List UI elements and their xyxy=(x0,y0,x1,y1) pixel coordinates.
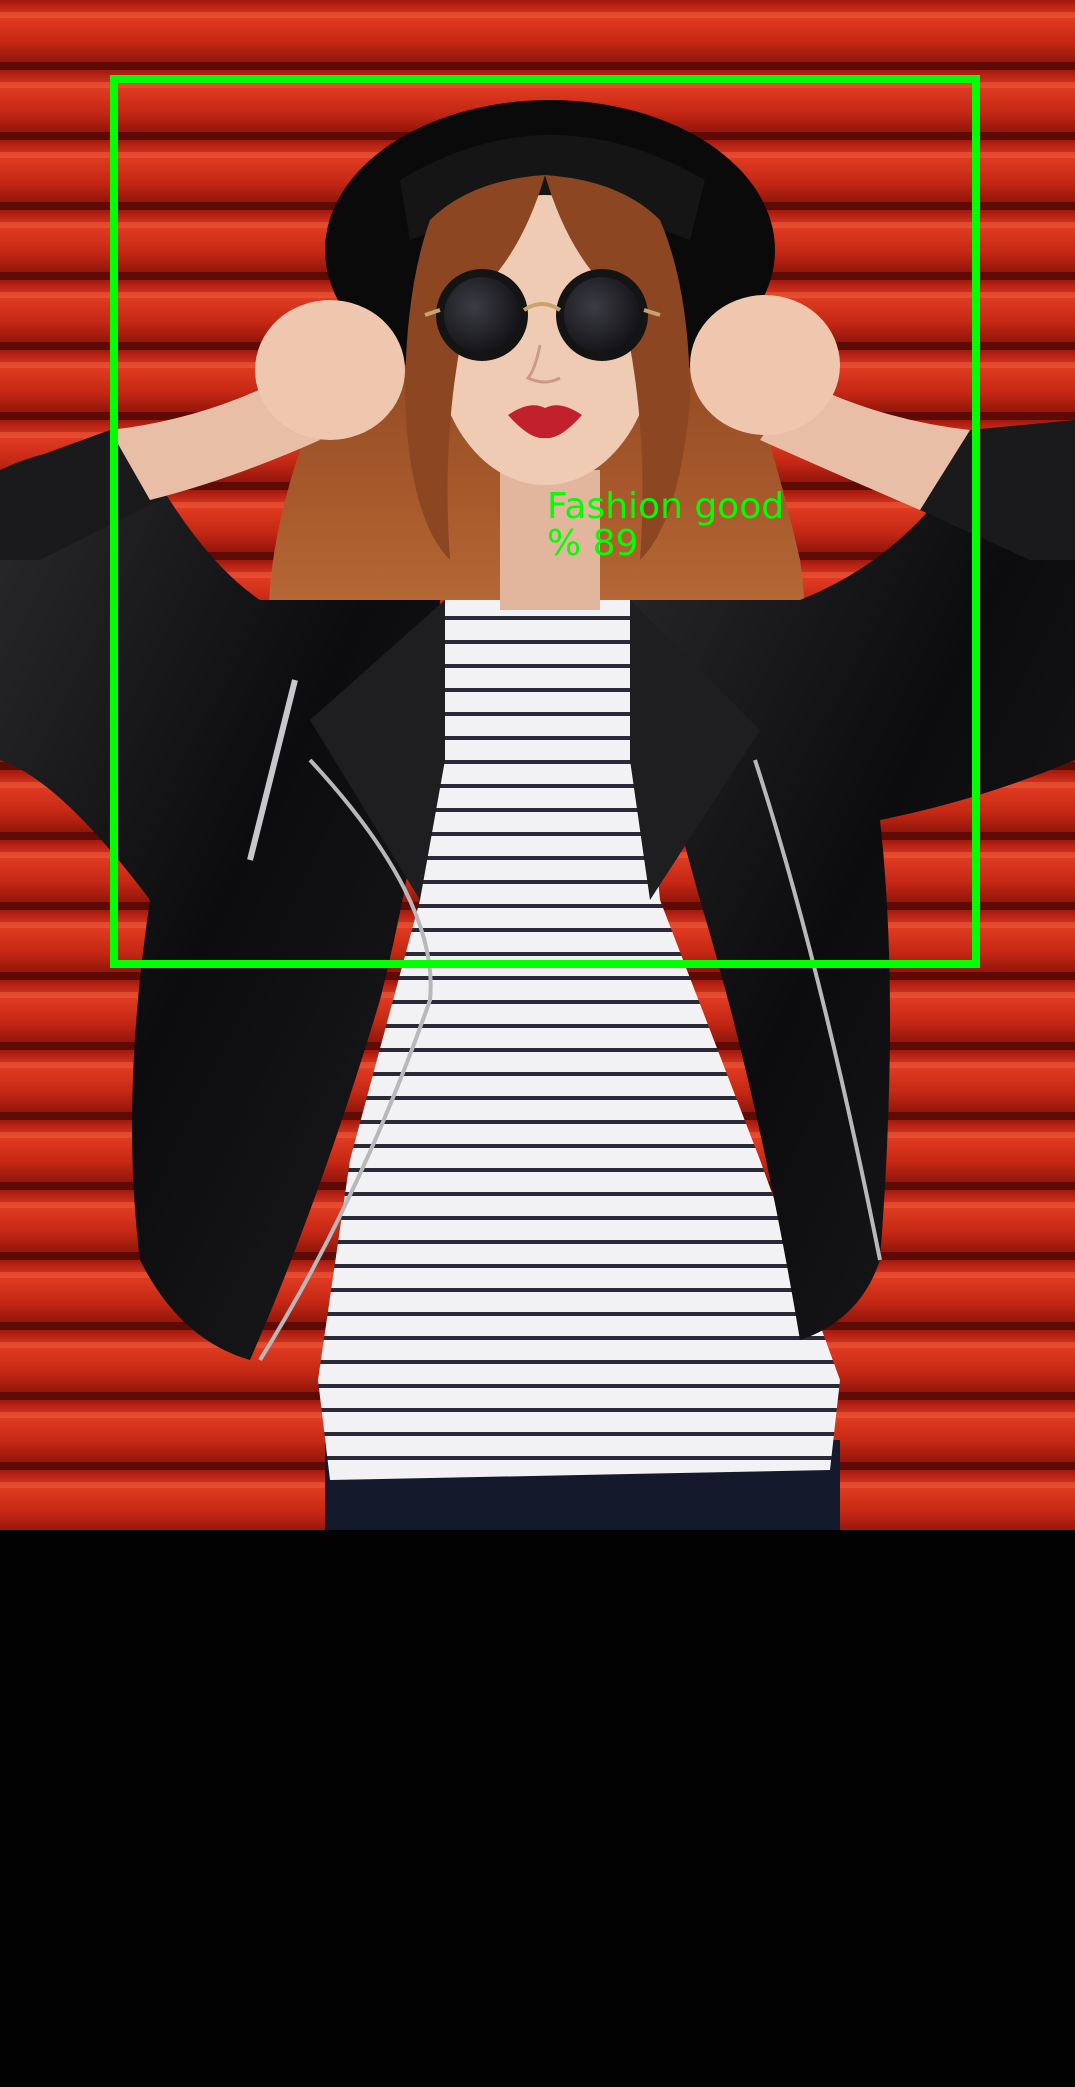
lips xyxy=(508,405,582,439)
detection-bounding-box xyxy=(110,75,980,968)
leather-jacket-right xyxy=(630,420,1075,1340)
bottom-panel xyxy=(0,1530,1075,2087)
sunglasses-right-lens xyxy=(556,269,648,361)
detection-label: Fashion good % 89 xyxy=(547,488,784,562)
right-hand xyxy=(690,295,840,435)
detection-confidence: % 89 xyxy=(547,523,639,564)
detection-class-label: Fashion good xyxy=(547,486,785,527)
striped-shirt xyxy=(318,600,840,1480)
left-hand xyxy=(255,300,405,440)
sunglasses-left-lens xyxy=(436,269,528,361)
